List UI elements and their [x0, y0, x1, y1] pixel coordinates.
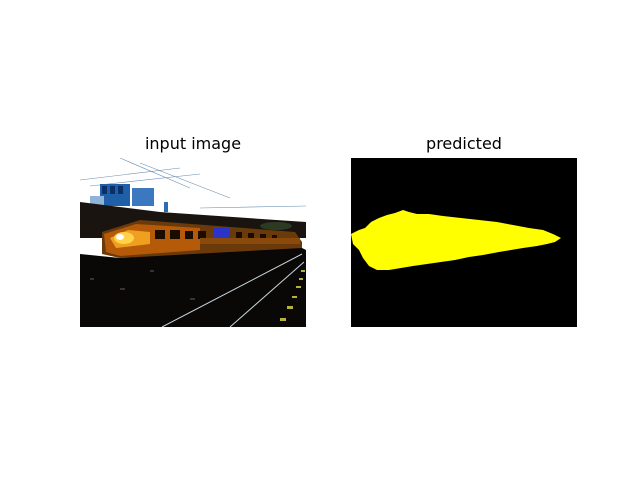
input-image: [80, 158, 306, 327]
input-image-graphic: [80, 158, 306, 327]
predicted-mask: [351, 158, 577, 327]
predicted-title: predicted: [426, 134, 502, 153]
input-image-title: input image: [144, 134, 242, 153]
predicted-mask-graphic: [351, 158, 577, 327]
building: [90, 184, 168, 212]
ballast: [90, 270, 195, 300]
mask-region: [351, 210, 561, 270]
train: [102, 220, 302, 258]
rails: [161, 253, 305, 327]
platform-markings: [280, 270, 305, 321]
